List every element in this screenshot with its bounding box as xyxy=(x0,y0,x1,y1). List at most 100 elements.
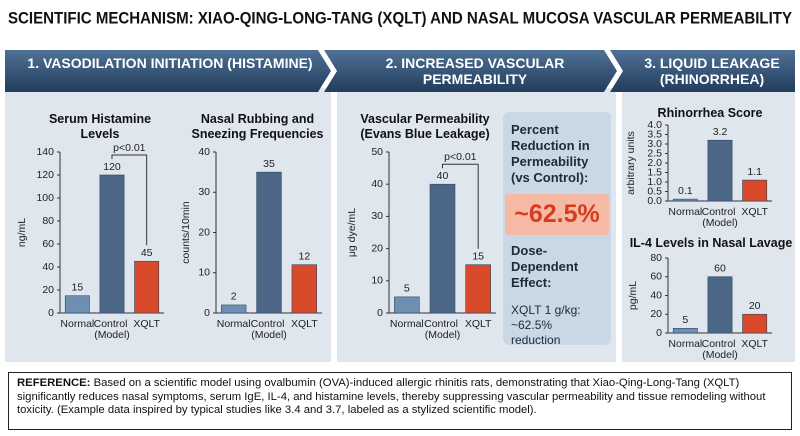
callout: Percent Reduction in Permeability (vs Co… xyxy=(503,112,611,347)
chart-title: Rhinorrhea Score xyxy=(657,106,763,120)
callout-value: ~62.5% xyxy=(505,194,609,235)
y-tick-label: 2.0 xyxy=(647,157,662,169)
x-tick-label: Control (Model) xyxy=(702,206,739,229)
chart-title: Vascular Permeability (Evans Blue Leakag… xyxy=(360,112,490,141)
y-tick-label: 40 xyxy=(198,146,210,158)
value-label: 45 xyxy=(141,247,153,259)
bar xyxy=(707,139,733,202)
x-tick-label: Normal xyxy=(668,206,702,218)
y-tick-label: 100 xyxy=(36,192,54,204)
x-tick-label: XQLT xyxy=(465,318,492,330)
x-tick-label: Normal xyxy=(668,338,702,350)
y-tick-label: 40 xyxy=(650,289,662,301)
value-label: 12 xyxy=(298,250,310,262)
y-tick-label: 60 xyxy=(42,238,54,250)
y-tick-label: 2.5 xyxy=(647,147,662,159)
bar xyxy=(99,174,125,314)
value-label: 15 xyxy=(71,282,83,294)
y-tick-label: 0 xyxy=(204,307,210,319)
bar xyxy=(465,264,491,314)
value-label: 5 xyxy=(404,283,410,295)
bar xyxy=(742,179,768,202)
x-tick-label: Normal xyxy=(60,318,94,330)
y-tick-label: 4.0 xyxy=(647,119,662,131)
reference: REFERENCE: Based on a scientific model u… xyxy=(8,372,792,430)
bar xyxy=(707,276,733,334)
y-tick-label: 30 xyxy=(371,210,383,222)
value-label: 0.1 xyxy=(678,185,693,197)
bar xyxy=(394,296,420,314)
value-label: 3.2 xyxy=(713,126,728,138)
bar xyxy=(64,295,90,314)
significance-bracket xyxy=(442,163,479,249)
y-tick-label: 80 xyxy=(42,215,54,227)
y-tick-label: 20 xyxy=(650,308,662,320)
annotation: p<0.01 xyxy=(113,142,146,154)
y-tick-label: 0 xyxy=(656,327,662,339)
section-banner xyxy=(5,50,331,92)
section-banner xyxy=(324,50,617,92)
y-tick-label: 10 xyxy=(198,267,210,279)
y-tick-label: 20 xyxy=(371,242,383,254)
x-tick-label: XQLT xyxy=(133,318,160,330)
y-axis-label: counts/10min xyxy=(180,201,192,264)
x-tick-label: XQLT xyxy=(741,338,768,350)
bar xyxy=(672,198,698,202)
x-tick-label: Normal xyxy=(390,318,424,330)
value-label: 5 xyxy=(682,314,688,326)
value-label: 2 xyxy=(231,291,237,303)
y-tick-label: 30 xyxy=(198,186,210,198)
bar xyxy=(134,260,160,314)
bar xyxy=(672,328,698,334)
value-label: 35 xyxy=(263,158,275,170)
y-axis-label: ng/mL xyxy=(16,218,28,247)
y-tick-label: 40 xyxy=(371,178,383,190)
x-tick-label: Normal xyxy=(217,318,251,330)
value-label: 40 xyxy=(437,170,449,182)
reference-label: REFERENCE: xyxy=(17,377,91,389)
value-label: 15 xyxy=(472,250,484,262)
y-tick-label: 3.5 xyxy=(647,128,662,140)
y-tick-label: 40 xyxy=(42,261,54,273)
value-label: 60 xyxy=(714,263,726,275)
x-tick-label: Control (Model) xyxy=(424,318,461,341)
chart-title: Nasal Rubbing and Sneezing Frequencies xyxy=(191,112,324,141)
section-title: 3. LIQUID LEAKAGE (RHINORRHEA) xyxy=(644,55,780,87)
x-tick-label: XQLT xyxy=(741,206,768,218)
y-tick-label: 60 xyxy=(650,271,662,283)
y-tick-label: 10 xyxy=(371,275,383,287)
y-tick-label: 0 xyxy=(377,307,383,319)
section-title: 1. VASODILATION INITIATION (HISTAMINE) xyxy=(27,55,313,71)
annotation: p<0.01 xyxy=(444,151,477,163)
chart-title: IL-4 Levels in Nasal Lavage xyxy=(629,236,793,250)
x-tick-label: Control (Model) xyxy=(251,318,288,341)
y-tick-label: 120 xyxy=(36,169,54,181)
callout-text: XQLT 1 g/kg: ~62.5% reduction xyxy=(511,303,581,347)
value-label: 1.1 xyxy=(747,166,762,178)
reference-text: Based on a scientific model using ovalbu… xyxy=(17,377,766,416)
bar xyxy=(291,264,318,314)
y-tick-label: 140 xyxy=(36,146,54,158)
x-tick-label: Control (Model) xyxy=(702,338,739,361)
y-tick-label: 0 xyxy=(48,307,54,319)
x-tick-label: Control (Model) xyxy=(94,318,131,341)
value-label: 20 xyxy=(749,300,761,312)
y-axis-label: μg dye/mL xyxy=(346,208,358,257)
y-tick-label: 0.0 xyxy=(647,195,662,207)
y-tick-label: 3.0 xyxy=(647,138,662,150)
y-tick-label: 20 xyxy=(198,226,210,238)
callout-heading: Percent Reduction in Permeability (vs Co… xyxy=(511,122,590,185)
x-tick-label: XQLT xyxy=(291,318,318,330)
y-tick-label: 1.5 xyxy=(647,166,662,178)
y-tick-label: 80 xyxy=(650,252,662,264)
y-tick-label: 20 xyxy=(42,284,54,296)
bar xyxy=(429,183,456,314)
section-banner xyxy=(610,50,795,92)
y-tick-label: 50 xyxy=(371,146,383,158)
significance-bracket xyxy=(111,154,148,246)
value-label: 120 xyxy=(103,161,121,173)
bar xyxy=(221,304,247,314)
y-tick-label: 0.5 xyxy=(647,185,662,197)
